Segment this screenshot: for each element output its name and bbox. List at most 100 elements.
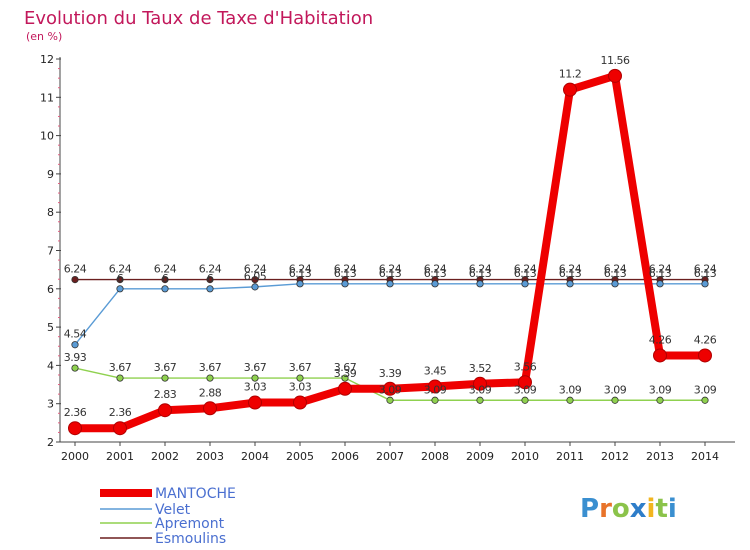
- data-point-mantoche: [518, 375, 532, 390]
- data-point-velet: [251, 283, 259, 291]
- legend-item-velet: Velet: [100, 502, 191, 518]
- data-point-apremont: [296, 374, 304, 382]
- data-point-esmoulins: [116, 276, 124, 284]
- x-tick-label: 2004: [241, 450, 269, 463]
- data-label-esmoulins: 6.24: [154, 263, 177, 276]
- series-velet: [71, 280, 709, 349]
- series-mantoche: [68, 68, 712, 436]
- data-point-velet: [341, 280, 349, 288]
- data-label-velet: 4.54: [64, 328, 87, 341]
- data-label-velet: 6.13: [424, 267, 447, 280]
- proxiti-letter: i: [647, 494, 656, 524]
- data-label-apremont: 3.67: [199, 361, 222, 374]
- data-point-velet: [386, 280, 394, 288]
- x-tick-label: 2005: [286, 450, 314, 463]
- data-point-esmoulins: [71, 276, 79, 284]
- data-point-apremont: [656, 396, 664, 404]
- data-point-apremont: [251, 374, 259, 382]
- data-point-apremont: [341, 374, 349, 382]
- chart-subtitle: (en %): [26, 30, 62, 43]
- series-layer: [68, 68, 712, 436]
- data-label-velet: 6: [162, 272, 169, 285]
- x-tick-label: 2009: [466, 450, 494, 463]
- data-label-mantoche: 2.36: [64, 406, 87, 419]
- y-tick-label: 8: [47, 206, 54, 219]
- data-label-apremont: 3.67: [244, 361, 267, 374]
- legend-label-esmoulins: Esmoulins: [155, 531, 226, 547]
- data-point-esmoulins: [251, 276, 259, 284]
- data-label-mantoche: 3.39: [334, 367, 357, 380]
- legend-label-mantoche: MANTOCHE: [155, 486, 236, 502]
- data-point-apremont: [71, 364, 79, 372]
- x-tick-label: 2007: [376, 450, 404, 463]
- data-point-velet: [161, 285, 169, 293]
- data-label-esmoulins: 6.24: [649, 263, 672, 276]
- y-tick-label: 4: [47, 359, 54, 372]
- data-point-esmoulins: [206, 276, 214, 284]
- data-point-velet: [701, 280, 709, 288]
- data-point-mantoche: [68, 421, 82, 436]
- data-point-mantoche: [473, 376, 487, 391]
- data-label-apremont: 3.09: [469, 383, 492, 396]
- data-point-velet: [521, 280, 529, 288]
- data-point-apremont: [476, 396, 484, 404]
- x-tick-label: 2012: [601, 450, 629, 463]
- data-label-mantoche: 3.45: [424, 364, 447, 377]
- data-point-velet: [116, 285, 124, 293]
- data-label-mantoche: 3.03: [244, 381, 267, 394]
- data-point-apremont: [116, 374, 124, 382]
- legend-item-mantoche: MANTOCHE: [100, 486, 236, 502]
- data-point-mantoche: [203, 401, 217, 416]
- data-label-mantoche: 11.56: [601, 54, 630, 67]
- data-point-mantoche: [563, 82, 577, 97]
- data-label-apremont: 3.09: [514, 383, 537, 396]
- data-label-apremont: 3.67: [109, 361, 132, 374]
- data-label-mantoche: 2.36: [109, 406, 132, 419]
- proxiti-letter: x: [630, 494, 647, 524]
- data-label-esmoulins: 6.24: [514, 263, 537, 276]
- data-label-mantoche: 3.52: [469, 362, 492, 375]
- data-point-velet: [206, 285, 214, 293]
- data-label-velet: 6.13: [379, 267, 402, 280]
- legend-item-esmoulins: Esmoulins: [100, 531, 226, 547]
- proxiti-logo: Proxiti: [580, 494, 677, 524]
- data-point-apremont: [386, 396, 394, 404]
- data-label-mantoche: 11.2: [559, 68, 582, 81]
- series-line-velet: [74, 283, 706, 346]
- data-label-velet: 6: [207, 272, 214, 285]
- data-point-velet: [566, 280, 574, 288]
- legend-item-apremont: Apremont: [100, 516, 225, 532]
- data-label-esmoulins: 6.24: [199, 263, 222, 276]
- y-tick-label: 10: [40, 130, 54, 143]
- data-label-velet: 6.13: [694, 267, 717, 280]
- data-label-esmoulins: 6.24: [334, 263, 357, 276]
- chart-axes: 2 3 4 5 6 7 8 9 10 11 12 2000 2001 2002 2003 2004 2005 20…: [40, 53, 735, 463]
- data-point-mantoche: [698, 348, 712, 363]
- data-point-apremont: [206, 374, 214, 382]
- chart-title: Evolution du Taux de Taxe d'Habitation: [24, 8, 373, 29]
- x-tick-label: 2011: [556, 450, 584, 463]
- y-tick-label: 2: [47, 436, 54, 449]
- data-point-mantoche: [383, 381, 397, 396]
- data-point-esmoulins: [161, 276, 169, 284]
- y-tick-label: 5: [47, 321, 54, 334]
- legend-label-velet: Velet: [155, 502, 191, 518]
- data-label-esmoulins: 6.24: [244, 263, 267, 276]
- data-label-velet: 6.13: [334, 267, 357, 280]
- data-point-velet: [431, 280, 439, 288]
- data-label-apremont: 3.67: [154, 361, 177, 374]
- data-label-mantoche: 4.26: [649, 333, 672, 346]
- data-point-mantoche: [608, 68, 622, 83]
- data-label-apremont: 3.09: [604, 383, 627, 396]
- proxiti-logo-text: Proxiti: [580, 494, 677, 524]
- data-point-velet: [476, 280, 484, 288]
- data-point-velet: [71, 341, 79, 349]
- data-labels-layer: 2.36 2.36 2.83 2.88 3.03 3.03 3.39 3.39 3.45 3.52…: [64, 54, 717, 419]
- x-tick-label: 2013: [646, 450, 674, 463]
- data-label-mantoche: 3.39: [379, 367, 402, 380]
- data-point-mantoche: [293, 395, 307, 410]
- y-tick-label: 7: [47, 245, 54, 258]
- data-point-apremont: [611, 396, 619, 404]
- data-label-velet: 6.05: [244, 270, 267, 283]
